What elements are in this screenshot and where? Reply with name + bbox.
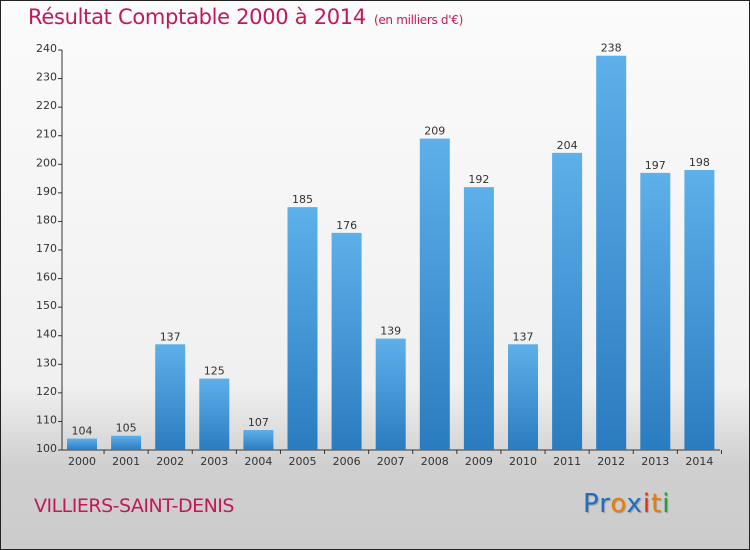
data-label: 104: [72, 425, 93, 438]
data-label: 185: [292, 193, 313, 206]
bar: [199, 378, 230, 450]
x-tick-label: 2006: [333, 455, 361, 468]
bar: [155, 344, 186, 450]
x-tick-label: 2002: [156, 455, 184, 468]
bar: [508, 344, 538, 450]
logo-letter: P: [583, 489, 600, 519]
title-text: Résultat Comptable 2000 à 2014: [28, 5, 366, 29]
y-tick-label: 110: [36, 413, 57, 426]
logo-letter: t: [651, 489, 663, 519]
x-tick-label: 2013: [641, 455, 669, 468]
bar: [331, 232, 362, 450]
chart-subtitle: (en milliers d'€): [373, 13, 463, 27]
proxiti-logo: Proxiti: [583, 489, 671, 519]
bar: [684, 170, 715, 450]
bar: [111, 435, 142, 450]
data-label: 176: [336, 219, 357, 232]
x-tick-label: 2008: [421, 455, 449, 468]
data-label: 192: [468, 173, 489, 186]
chart-title: Résultat Comptable 2000 à 2014 (en millie…: [28, 5, 463, 29]
data-label: 137: [513, 330, 534, 343]
x-tick-label: 2011: [553, 455, 581, 468]
y-tick-label: 170: [36, 242, 57, 255]
x-tick-label: 2000: [68, 455, 96, 468]
x-tick-label: 2003: [200, 455, 228, 468]
y-tick-label: 180: [36, 213, 57, 226]
y-tick-label: 190: [36, 185, 57, 198]
bar: [552, 152, 583, 450]
y-tick-label: 200: [36, 156, 57, 169]
x-tick-label: 2004: [244, 455, 272, 468]
y-tick-label: 140: [36, 328, 57, 341]
y-tick-label: 240: [36, 42, 57, 55]
bar: [287, 207, 318, 450]
data-label: 125: [204, 365, 225, 378]
logo-letter: i: [662, 489, 671, 519]
bar: [419, 138, 450, 451]
x-tick-label: 2012: [597, 455, 625, 468]
data-label: 137: [160, 330, 181, 343]
bar: [640, 172, 671, 450]
data-label: 204: [557, 139, 578, 152]
data-label: 139: [380, 325, 401, 338]
data-label: 107: [248, 416, 269, 429]
y-tick-label: 120: [36, 385, 57, 398]
x-tick-label: 2009: [465, 455, 493, 468]
data-label: 105: [116, 422, 137, 435]
data-label: 209: [424, 125, 445, 138]
bar: [596, 55, 627, 450]
data-label: 238: [601, 42, 622, 55]
logo-letter: i: [642, 489, 652, 519]
bar: [67, 438, 97, 450]
logo-letter: r: [599, 489, 611, 519]
x-tick-label: 2005: [289, 455, 317, 468]
y-tick-label: 100: [36, 442, 57, 455]
data-label: 198: [689, 156, 710, 169]
y-tick-label: 150: [36, 299, 57, 312]
bar: [463, 187, 494, 450]
x-tick-label: 2010: [509, 455, 537, 468]
y-tick-label: 130: [36, 356, 57, 369]
x-tick-label: 2001: [112, 455, 140, 468]
commune-name: VILLIERS-SAINT-DENIS: [34, 495, 234, 517]
y-tick-label: 210: [36, 128, 57, 141]
x-tick-label: 2014: [685, 455, 713, 468]
bar: [375, 338, 406, 450]
y-tick-label: 160: [36, 271, 57, 284]
y-tick-label: 220: [36, 99, 57, 112]
logo-letter: x: [626, 489, 643, 519]
logo-letter: o: [610, 489, 627, 519]
x-tick-label: 2007: [377, 455, 405, 468]
y-tick-label: 230: [36, 71, 57, 84]
bar: [243, 430, 274, 450]
data-label: 197: [645, 159, 666, 172]
